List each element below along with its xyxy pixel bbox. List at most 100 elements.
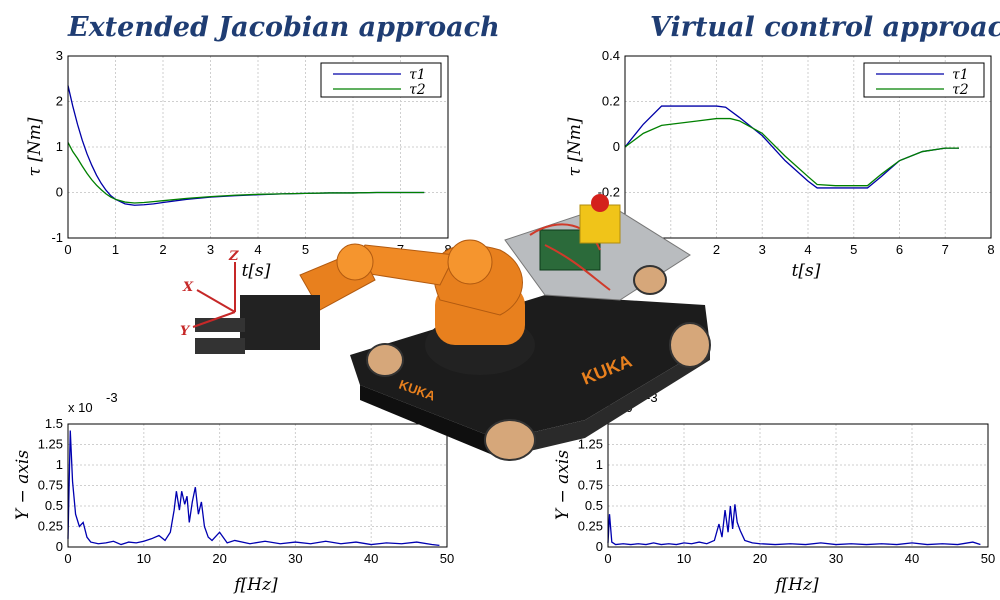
frame-z-label: Z: [228, 249, 239, 264]
emergency-stop-button: [591, 194, 609, 212]
x-tick-label: 7: [942, 242, 949, 257]
gripper-finger-top: [195, 318, 245, 332]
x-tick-label: 2: [713, 242, 720, 257]
x-tick-label: 40: [364, 551, 378, 566]
x-tick-label: 6: [896, 242, 903, 257]
y-tick-label: 0: [56, 539, 63, 554]
kuka-youbot-robot-illustration: KUKA KUKA X Y Z: [180, 194, 711, 461]
y-tick-label: 0.75: [578, 478, 603, 493]
y-tick-label: 0: [56, 185, 63, 200]
y-tick-label: 0: [613, 139, 620, 154]
title-extended-jacobian: Extended Jacobian approach: [68, 12, 500, 43]
robot-base-body: [350, 295, 710, 440]
y-tick-label: 1: [56, 139, 63, 154]
legend-label-1: τ1: [952, 67, 969, 83]
y-tick-label: 3: [56, 48, 63, 63]
x-tick-label: 5: [302, 242, 309, 257]
x-axis-label: f[Hz]: [773, 575, 819, 595]
y-axis-label: Y − axis: [553, 450, 573, 520]
y-tick-label: 1: [56, 457, 63, 472]
arm-joint-elbow: [336, 243, 374, 281]
x-tick-label: 10: [137, 551, 151, 566]
mecanum-wheel-front-left: [484, 419, 536, 461]
gripper-body: [240, 295, 320, 350]
axis-scale-exponent: -3: [106, 390, 118, 405]
x-tick-label: 5: [850, 242, 857, 257]
gripper-finger-bottom: [195, 338, 245, 354]
legend-label-2: τ2: [409, 82, 426, 98]
x-tick-label: 8: [987, 242, 994, 257]
y-axis-label: Y − axis: [13, 450, 33, 520]
end-effector-frame: X Y Z: [180, 249, 239, 339]
frame-x-label: X: [182, 280, 194, 295]
legend-label-1: τ1: [409, 67, 426, 83]
title-virtual-control: Virtual control approach: [650, 12, 1000, 43]
robot-base-side-face: [500, 345, 710, 458]
y-tick-label: 0: [596, 539, 603, 554]
y-tick-label: 2: [56, 94, 63, 109]
y-tick-label: 0.5: [45, 498, 63, 513]
y-tick-label: -1: [51, 230, 63, 245]
axis-scale-exponent: -3: [646, 390, 658, 405]
x-tick-label: 2: [159, 242, 166, 257]
x-tick-label: 30: [829, 551, 843, 566]
y-axis-label: τ [Nm]: [25, 117, 45, 176]
chart-fft-left: 0 10 20 30 40 50 0 0.25 0.5 0.75 1 1.25 1.5 f[Hz] Y − …: [13, 390, 454, 595]
x-tick-label: 3: [759, 242, 766, 257]
series-line-1: [607, 504, 981, 546]
x-tick-label: 4: [804, 242, 811, 257]
x-tick-label: 3: [207, 242, 214, 257]
robot-base-front-face: [360, 385, 500, 458]
y-tick-label: 1: [596, 457, 603, 472]
series-line-1: [67, 430, 440, 547]
x-tick-label: 10: [677, 551, 691, 566]
x-tick-label: 20: [212, 551, 226, 566]
plot-frame: [67, 55, 449, 239]
x-tick-label: 50: [440, 551, 454, 566]
x-axis-label: t[s]: [242, 261, 271, 281]
y-tick-label: 1.25: [578, 437, 603, 452]
x-axis-label: f[Hz]: [232, 575, 278, 595]
x-axis-label: t[s]: [792, 261, 821, 281]
legend-label-2: τ2: [952, 82, 969, 98]
x-tick-label: 30: [288, 551, 302, 566]
y-tick-label: 0.4: [602, 48, 620, 63]
legend-box: [863, 62, 985, 98]
mecanum-wheel-rear-right: [633, 265, 667, 295]
y-tick-label: 1.5: [45, 416, 63, 431]
arm-joint-shoulder: [447, 239, 493, 285]
x-tick-label: 0: [64, 551, 71, 566]
y-tick-label: 0.25: [578, 519, 603, 534]
y-axis-label: τ [Nm]: [565, 117, 585, 176]
frame-x-axis: [196, 289, 236, 313]
legend-box: [320, 62, 442, 98]
plot-frame: [607, 423, 989, 548]
plot-frame: [67, 423, 448, 548]
x-tick-label: 1: [112, 242, 119, 257]
plot-frame: [624, 55, 992, 239]
x-tick-label: 4: [254, 242, 261, 257]
mecanum-wheel-front-right: [669, 322, 711, 368]
y-tick-label: 1.25: [38, 437, 63, 452]
x-tick-label: 40: [905, 551, 919, 566]
axis-scale-multiplier: x 10: [68, 400, 93, 415]
x-tick-label: 20: [753, 551, 767, 566]
series-line-2: [624, 117, 959, 187]
x-tick-label: 0: [604, 551, 611, 566]
frame-y-axis: [192, 311, 236, 328]
x-tick-label: 0: [64, 242, 71, 257]
y-tick-label: 0.75: [38, 478, 63, 493]
series-line-2: [67, 142, 425, 204]
y-tick-label: 0.2: [602, 94, 620, 109]
x-tick-label: 50: [981, 551, 995, 566]
y-tick-label: 0.5: [585, 498, 603, 513]
frame-y-label: Y: [180, 324, 191, 339]
mecanum-wheel-rear-left: [366, 343, 404, 377]
